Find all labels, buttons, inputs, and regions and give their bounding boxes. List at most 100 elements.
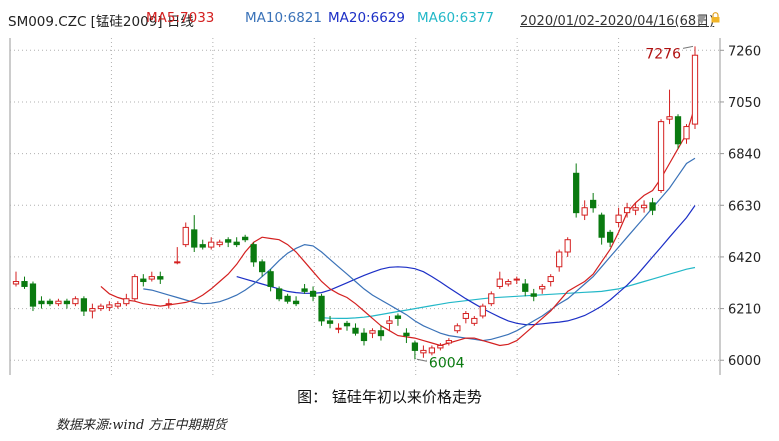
candle-down: [403, 332, 410, 337]
y-tick-label: 7050: [728, 96, 761, 111]
date-range-selector[interactable]: 2020/01/02-2020/04/16(68日): [520, 14, 715, 29]
candle-down: [46, 300, 54, 305]
high-annotation-pointer: [682, 45, 694, 49]
ma10-label: MA10:6821: [245, 10, 322, 26]
y-tick-label: 6420: [728, 251, 761, 266]
candle-down: [292, 300, 300, 305]
candle-down: [530, 293, 537, 297]
y-tick-label: 6630: [728, 199, 761, 214]
candle-up: [581, 207, 588, 216]
candle-down: [606, 231, 614, 243]
candle-down: [394, 315, 402, 319]
candle-up: [640, 204, 648, 209]
candle-up: [454, 325, 461, 332]
candle-down: [284, 295, 291, 302]
candle-up: [666, 116, 673, 120]
y-tick-label: 6000: [728, 354, 761, 369]
candle-up: [479, 305, 486, 317]
candle-up: [114, 303, 121, 307]
candle-up: [505, 281, 512, 285]
ma60-line: [321, 266, 696, 319]
candle-down: [259, 261, 266, 273]
candle-up: [148, 276, 155, 280]
candle-up: [335, 327, 342, 330]
candle-down: [80, 298, 88, 312]
candle-up: [174, 261, 181, 264]
candle-up: [623, 207, 631, 214]
candle-up: [615, 214, 622, 223]
candle-up: [12, 281, 20, 285]
candle-down: [360, 332, 368, 342]
candle-up: [131, 276, 138, 300]
candle-down: [343, 322, 351, 327]
candle-up: [547, 276, 554, 283]
candle-up: [513, 278, 520, 281]
candle-down: [63, 300, 71, 305]
ma20-line: [236, 205, 696, 326]
candle-up: [437, 344, 444, 349]
candle-up: [420, 349, 427, 354]
candle-down: [199, 244, 206, 248]
candle-down: [318, 295, 325, 322]
lock-icon[interactable]: [711, 12, 720, 23]
candle-up: [165, 303, 172, 306]
candle-up: [369, 330, 376, 334]
candle-down: [157, 276, 164, 280]
candle-down: [411, 342, 419, 351]
candle-down: [309, 290, 317, 297]
candle-down: [191, 229, 198, 248]
chart-header: SM009.CZC [锰硅2009] 日线 MA5:7033 MA10:6821…: [8, 10, 718, 32]
candle-up: [691, 54, 699, 125]
candle-down: [21, 281, 28, 287]
candle-up: [182, 226, 189, 246]
candle-down: [598, 214, 605, 238]
ma5-label: MA5:7033: [146, 10, 215, 26]
candle-up: [496, 278, 503, 287]
candle-up: [488, 293, 495, 305]
y-tick-label: 7260: [728, 44, 761, 59]
candle-down: [377, 330, 385, 337]
candle-up: [89, 308, 96, 312]
candle-down: [250, 244, 257, 263]
candle-up: [123, 298, 130, 305]
candle-down: [301, 288, 308, 292]
candle-down: [225, 239, 232, 243]
high-annotation-label: 7276: [645, 46, 681, 62]
candle-up: [208, 241, 215, 248]
candle-down: [242, 236, 249, 241]
candle-up: [539, 285, 546, 290]
candle-down: [590, 199, 597, 209]
candlestick-chart: 6000 6210 6420 6630 6840 7050 7260 7276 6004: [9, 38, 761, 375]
candle-up: [471, 317, 478, 324]
low-annotation-label: 6004: [429, 355, 465, 371]
candle-up: [445, 340, 452, 344]
figure-caption: 图： 锰硅年初以来价格走势: [297, 388, 482, 406]
ma20-label: MA20:6629: [328, 10, 405, 26]
ma10-line: [143, 157, 696, 342]
candle-up: [632, 207, 639, 211]
ma5-line: [100, 105, 696, 347]
candle-down: [275, 288, 283, 300]
candle-up: [55, 300, 62, 305]
candle-down: [140, 278, 147, 283]
dropdown-triangle-icon[interactable]: ▼: [697, 12, 707, 26]
y-tick-label: 6840: [728, 148, 761, 163]
candle-up: [428, 347, 436, 354]
candle-down: [267, 271, 274, 287]
candle-up: [683, 126, 690, 140]
candle-up: [386, 320, 393, 324]
candle-down: [29, 283, 37, 307]
candle-down: [326, 320, 334, 324]
candle-down: [38, 300, 45, 305]
candle-down: [522, 283, 529, 292]
candle-down: [674, 116, 682, 145]
candle-up: [556, 251, 563, 268]
data-source: 数据来源:wind 方正中期期货: [56, 418, 227, 433]
candle-up: [657, 121, 665, 192]
candle-down: [573, 172, 580, 214]
ma60-label: MA60:6377: [417, 10, 494, 26]
candle-up: [97, 305, 105, 310]
candle-up: [106, 304, 113, 308]
symbol-label: SM009.CZC [锰硅2009] 日线: [8, 14, 194, 30]
candle-down: [233, 241, 240, 246]
